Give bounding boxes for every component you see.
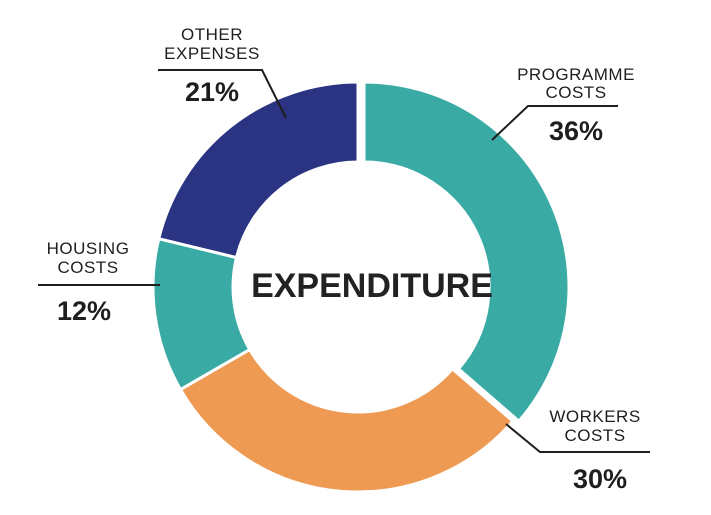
donut-slices bbox=[151, 80, 571, 494]
label-housing-name-line2: COSTS bbox=[57, 258, 118, 277]
label-other-expenses: OTHER EXPENSES 21% bbox=[158, 25, 287, 119]
label-programme-pct: 36% bbox=[549, 116, 603, 146]
leader-line-workers bbox=[505, 423, 650, 453]
label-programme-name-line2: COSTS bbox=[545, 83, 606, 102]
chart-title: EXPENDITURE bbox=[251, 267, 493, 305]
leader-line-other bbox=[158, 69, 287, 119]
label-workers-pct: 30% bbox=[573, 464, 627, 494]
label-other-pct: 21% bbox=[185, 77, 239, 107]
label-workers-costs: WORKERS COSTS 30% bbox=[505, 407, 650, 494]
leader-line-programme bbox=[491, 105, 618, 141]
label-housing-costs: HOUSING COSTS 12% bbox=[38, 239, 160, 326]
label-programme-name-line1: PROGRAMME bbox=[517, 65, 635, 84]
label-programme-costs: PROGRAMME COSTS 36% bbox=[491, 65, 635, 146]
label-housing-pct: 12% bbox=[57, 296, 111, 326]
label-other-name-line2: EXPENSES bbox=[164, 44, 260, 63]
slice-other-expenses bbox=[156, 80, 360, 260]
label-workers-name-line2: COSTS bbox=[564, 426, 625, 445]
slice-programme-costs bbox=[362, 80, 571, 424]
label-housing-name-line1: HOUSING bbox=[47, 239, 130, 258]
slice-workers-costs bbox=[178, 347, 516, 494]
label-workers-name-line1: WORKERS bbox=[549, 407, 640, 426]
label-other-name-line1: OTHER bbox=[181, 25, 243, 44]
